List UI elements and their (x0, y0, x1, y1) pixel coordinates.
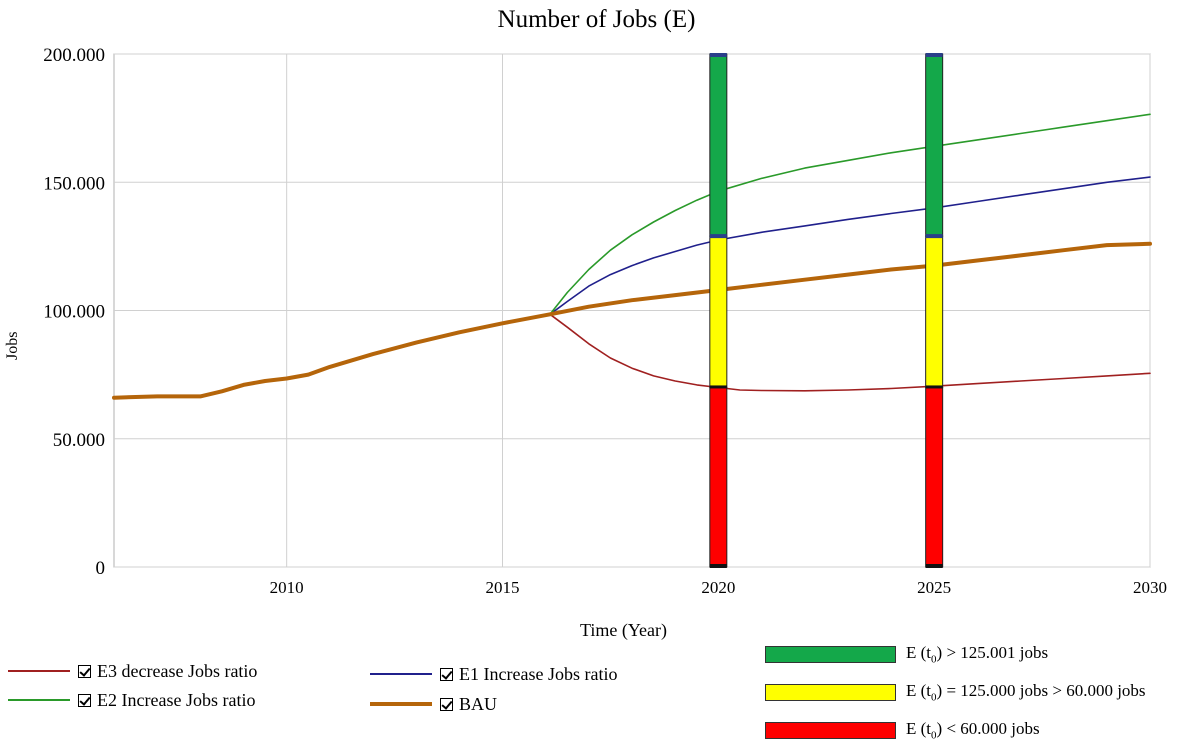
y-tick-label: 150.000 (43, 173, 105, 194)
series-line-3 (112, 241, 1152, 400)
zone-bar-0-band-0 (709, 53, 728, 237)
legend-swatch-bau (370, 702, 432, 706)
y-axis-label: Jobs (4, 331, 21, 360)
zone-label-red: E (t0) < 60.000 jobs (906, 718, 1040, 742)
x-axis-label: Time (Year) (580, 620, 668, 640)
x-tick-label: 2025 (917, 578, 951, 597)
series-line-2 (549, 113, 1151, 316)
x-tick-label: 2020 (701, 578, 735, 597)
zone-legend-yellow: E (t0) = 125.000 jobs > 60.000 jobs (765, 681, 1146, 703)
legend-label-bau: BAU (459, 693, 498, 714)
zone-bar-separator (709, 234, 727, 239)
y-tick-label: 200.000 (43, 45, 105, 66)
legend-item-bau[interactable]: BAU (370, 693, 497, 715)
legend-swatch-e1 (370, 673, 432, 675)
zone-legend-green: E (t0) > 125.001 jobs (765, 643, 1048, 665)
checkbox-checked-icon[interactable] (440, 697, 453, 711)
chart-title: Number of Jobs (E) (497, 6, 696, 33)
zone-bar-separator (709, 385, 727, 389)
y-tick-label: 50.000 (53, 430, 105, 451)
zone-swatch-red (765, 721, 896, 739)
x-tick-label: 2015 (486, 578, 520, 597)
legend-label-e3: E3 decrease Jobs ratio (97, 660, 258, 681)
zone-bar-0-band-2 (709, 386, 728, 568)
legend-label-e2: E2 Increase Jobs ratio (97, 689, 256, 710)
series-line-1 (549, 176, 1151, 316)
zone-swatch-yellow (765, 683, 896, 701)
legend-item-e2[interactable]: E2 Increase Jobs ratio (8, 689, 255, 711)
checkbox-checked-icon[interactable] (440, 667, 453, 681)
zone-bar-separator (925, 385, 943, 389)
zone-bar-0-band-1 (709, 235, 728, 388)
zone-bar-1-band-0 (925, 53, 944, 237)
zone-bar-bottom-cap (709, 564, 727, 568)
zone-bar-separator (925, 234, 943, 239)
checkbox-checked-icon[interactable] (78, 693, 91, 707)
zone-bar-1-band-1 (925, 235, 944, 388)
zone-swatch-green (765, 645, 896, 663)
zone-bar-bottom-cap (925, 564, 943, 568)
legend-item-e3[interactable]: E3 decrease Jobs ratio (8, 660, 257, 682)
zone-label-green: E (t0) > 125.001 jobs (906, 642, 1049, 666)
x-tick-label: 2030 (1133, 578, 1167, 597)
series-line-0 (549, 313, 1151, 392)
zone-bar-top-cap (709, 53, 727, 57)
y-tick-label: 100.000 (43, 302, 105, 323)
legend-swatch-e2 (8, 699, 70, 701)
zone-bar-top-cap (925, 53, 943, 57)
zone-bar-1-band-2 (925, 386, 944, 568)
legend-label-e1: E1 Increase Jobs ratio (459, 663, 618, 684)
zone-legend-red: E (t0) < 60.000 jobs (765, 719, 1040, 741)
checkbox-checked-icon[interactable] (78, 664, 91, 678)
y-tick-label: 0 (96, 558, 106, 579)
x-tick-label: 2010 (270, 578, 304, 597)
legend-item-e1[interactable]: E1 Increase Jobs ratio (370, 663, 617, 685)
zone-label-yellow: E (t0) = 125.000 jobs > 60.000 jobs (906, 680, 1146, 704)
legend-swatch-e3 (8, 670, 70, 672)
